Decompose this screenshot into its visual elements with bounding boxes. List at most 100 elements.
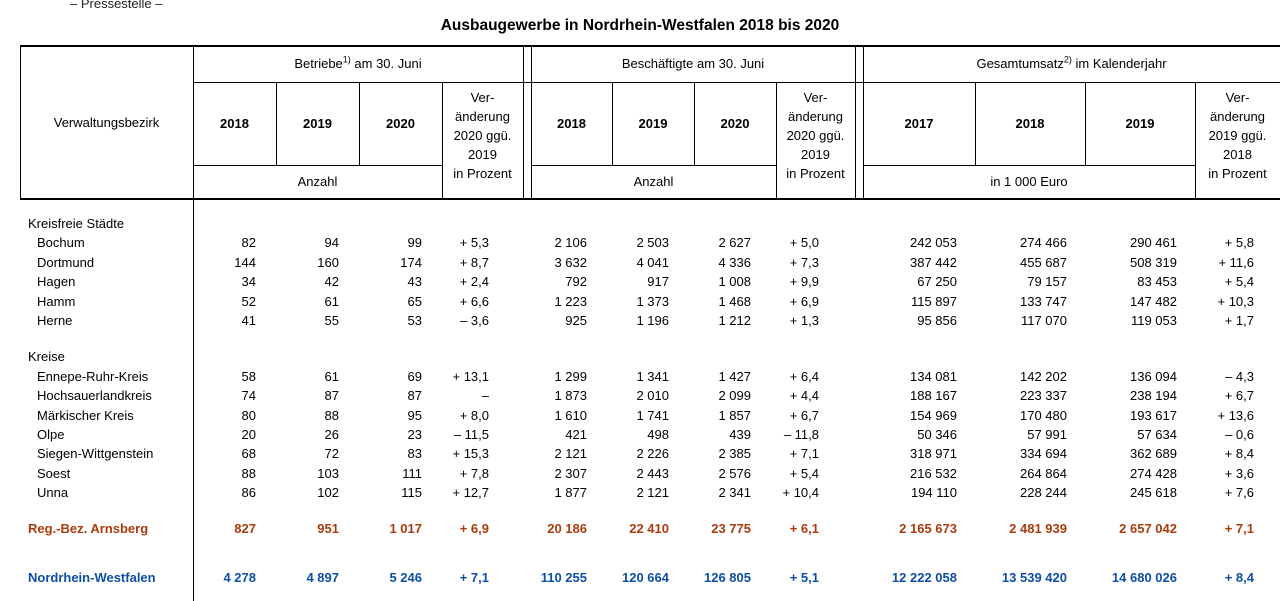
cell-value: –	[481, 388, 489, 404]
cell-value: 115	[401, 485, 422, 501]
cell-value: 1 223	[554, 293, 587, 309]
cell-value: 3 632	[554, 254, 587, 270]
cell-value: + 7,8	[459, 465, 489, 481]
unit-header-anzahl: Anzahl	[633, 174, 674, 189]
grid-line	[193, 165, 442, 166]
cell-value: 12 222 058	[891, 570, 957, 586]
column-gap	[855, 568, 863, 588]
table-row: Soest 88 103 111 + 7,8 2 307 2 443 2 576 + 5,4 21…	[20, 464, 1280, 483]
cell-value: 87	[407, 388, 422, 404]
cell-value	[694, 214, 776, 233]
footnote-marker: 2)	[1063, 54, 1072, 65]
cell-value: + 7,1	[789, 446, 819, 462]
year-header: 2020	[720, 115, 750, 131]
cell-value: 83 453	[1137, 274, 1177, 290]
cell-value	[612, 347, 694, 366]
table-row: Ennepe-Ruhr-Kreis 58 61 69 + 13,1 1 299 1 341 1…	[20, 367, 1280, 386]
cell-value: 951	[317, 521, 339, 537]
grid-line	[442, 82, 443, 200]
cell-value	[776, 347, 855, 366]
cell-value: 88	[241, 465, 256, 481]
cell-value: + 5,4	[1224, 274, 1254, 290]
grid-line	[1085, 82, 1086, 165]
cell-value: + 7,1	[1224, 521, 1254, 537]
year-header: 2020	[386, 115, 415, 131]
table-row: Bochum 82 94 99 + 5,3 2 106 2 503 2 627 + 5,0 242…	[20, 233, 1280, 252]
column-gap	[523, 464, 531, 483]
column-gap	[855, 444, 863, 463]
cell-value: 126 805	[704, 570, 751, 586]
cell-value	[863, 347, 975, 366]
cell-value	[531, 214, 612, 233]
cell-value: 43	[407, 274, 422, 290]
column-gap	[523, 425, 531, 444]
cell-value: 2 106	[554, 235, 587, 251]
column-gap	[523, 483, 531, 502]
cell-value: 925	[565, 312, 587, 328]
cell-value	[531, 347, 612, 366]
cell-value: 154 969	[910, 407, 957, 423]
cell-value: 242 053	[910, 235, 957, 251]
cell-value: 42	[324, 274, 339, 290]
cell-value: – 11,5	[453, 426, 489, 442]
cell-value: 1 857	[718, 407, 751, 423]
cell-value	[1195, 214, 1280, 233]
column-gap	[855, 483, 863, 502]
cell-value	[193, 214, 276, 233]
cell-value: 79 157	[1027, 274, 1067, 290]
footnote-marker: 1)	[342, 54, 351, 65]
row-label: Bochum	[37, 235, 85, 251]
row-label: Hamm	[37, 293, 76, 309]
cell-value: 136 094	[1130, 368, 1177, 384]
cell-value: 2 503	[636, 235, 669, 251]
grid-line	[20, 45, 21, 200]
cell-value: + 2,4	[459, 274, 489, 290]
cell-value: 68	[241, 446, 256, 462]
cell-value: + 7,3	[789, 254, 819, 270]
cell-value	[359, 214, 442, 233]
cell-value: 264 864	[1020, 465, 1067, 481]
cell-value	[776, 214, 855, 233]
row-label: Siegen-Wittgenstein	[37, 446, 154, 462]
page-title: Ausbaugewerbe in Nordrhein-Westfalen 201…	[440, 17, 840, 34]
cell-value: 498	[647, 426, 669, 442]
cell-value: 2 385	[718, 446, 751, 462]
cell-value: + 5,8	[1224, 235, 1254, 251]
cell-value: 110 255	[540, 570, 587, 586]
grid-line	[863, 45, 864, 200]
year-header: 2018	[557, 115, 586, 131]
column-gap	[523, 272, 531, 291]
cell-value: 2 657 042	[1119, 521, 1177, 537]
table-row: Nordrhein-Westfalen 4 278 4 897 5 246 + 7,1 1…	[20, 568, 1280, 588]
pressestelle-note: – Pressestelle –	[70, 0, 163, 11]
cell-value: 23 775	[711, 521, 751, 537]
cell-value: 4 041	[636, 254, 669, 270]
cell-value: 238 194	[1130, 388, 1177, 404]
corner-header-verwaltungsbezirk: Verwaltungsbezirk	[53, 114, 160, 130]
cell-value: 2 481 939	[1009, 521, 1067, 537]
grid-line	[694, 82, 695, 165]
change-header: Ver- änderung 2020 ggü. 2019 in Prozent	[442, 88, 523, 183]
row-label: Hagen	[37, 274, 76, 290]
cell-value: 4 897	[306, 570, 339, 586]
cell-value: + 8,4	[1224, 570, 1254, 586]
cell-value: 2 341	[718, 485, 751, 501]
row-label: Soest	[37, 465, 71, 481]
change-header-unit: in Prozent	[1208, 166, 1267, 181]
year-header: 2019	[303, 115, 332, 131]
column-gap	[855, 214, 863, 233]
cell-value: 61	[324, 293, 339, 309]
cell-value: 274 466	[1020, 235, 1067, 251]
table-row: Unna 86 102 115 + 12,7 1 877 2 121 2 341 + 10,4 1…	[20, 483, 1280, 502]
column-gap	[855, 464, 863, 483]
row-label: Nordrhein-Westfalen	[28, 570, 156, 586]
row-label: Kreise	[28, 349, 65, 365]
column-gap	[523, 568, 531, 588]
cell-value: 1 196	[636, 312, 669, 328]
column-gap	[523, 214, 531, 233]
cell-value: + 7,1	[459, 570, 489, 586]
cell-value: + 5,3	[459, 235, 489, 251]
cell-value: 142 202	[1020, 368, 1067, 384]
cell-value: + 1,3	[789, 312, 819, 328]
cell-value: 228 244	[1020, 485, 1067, 501]
